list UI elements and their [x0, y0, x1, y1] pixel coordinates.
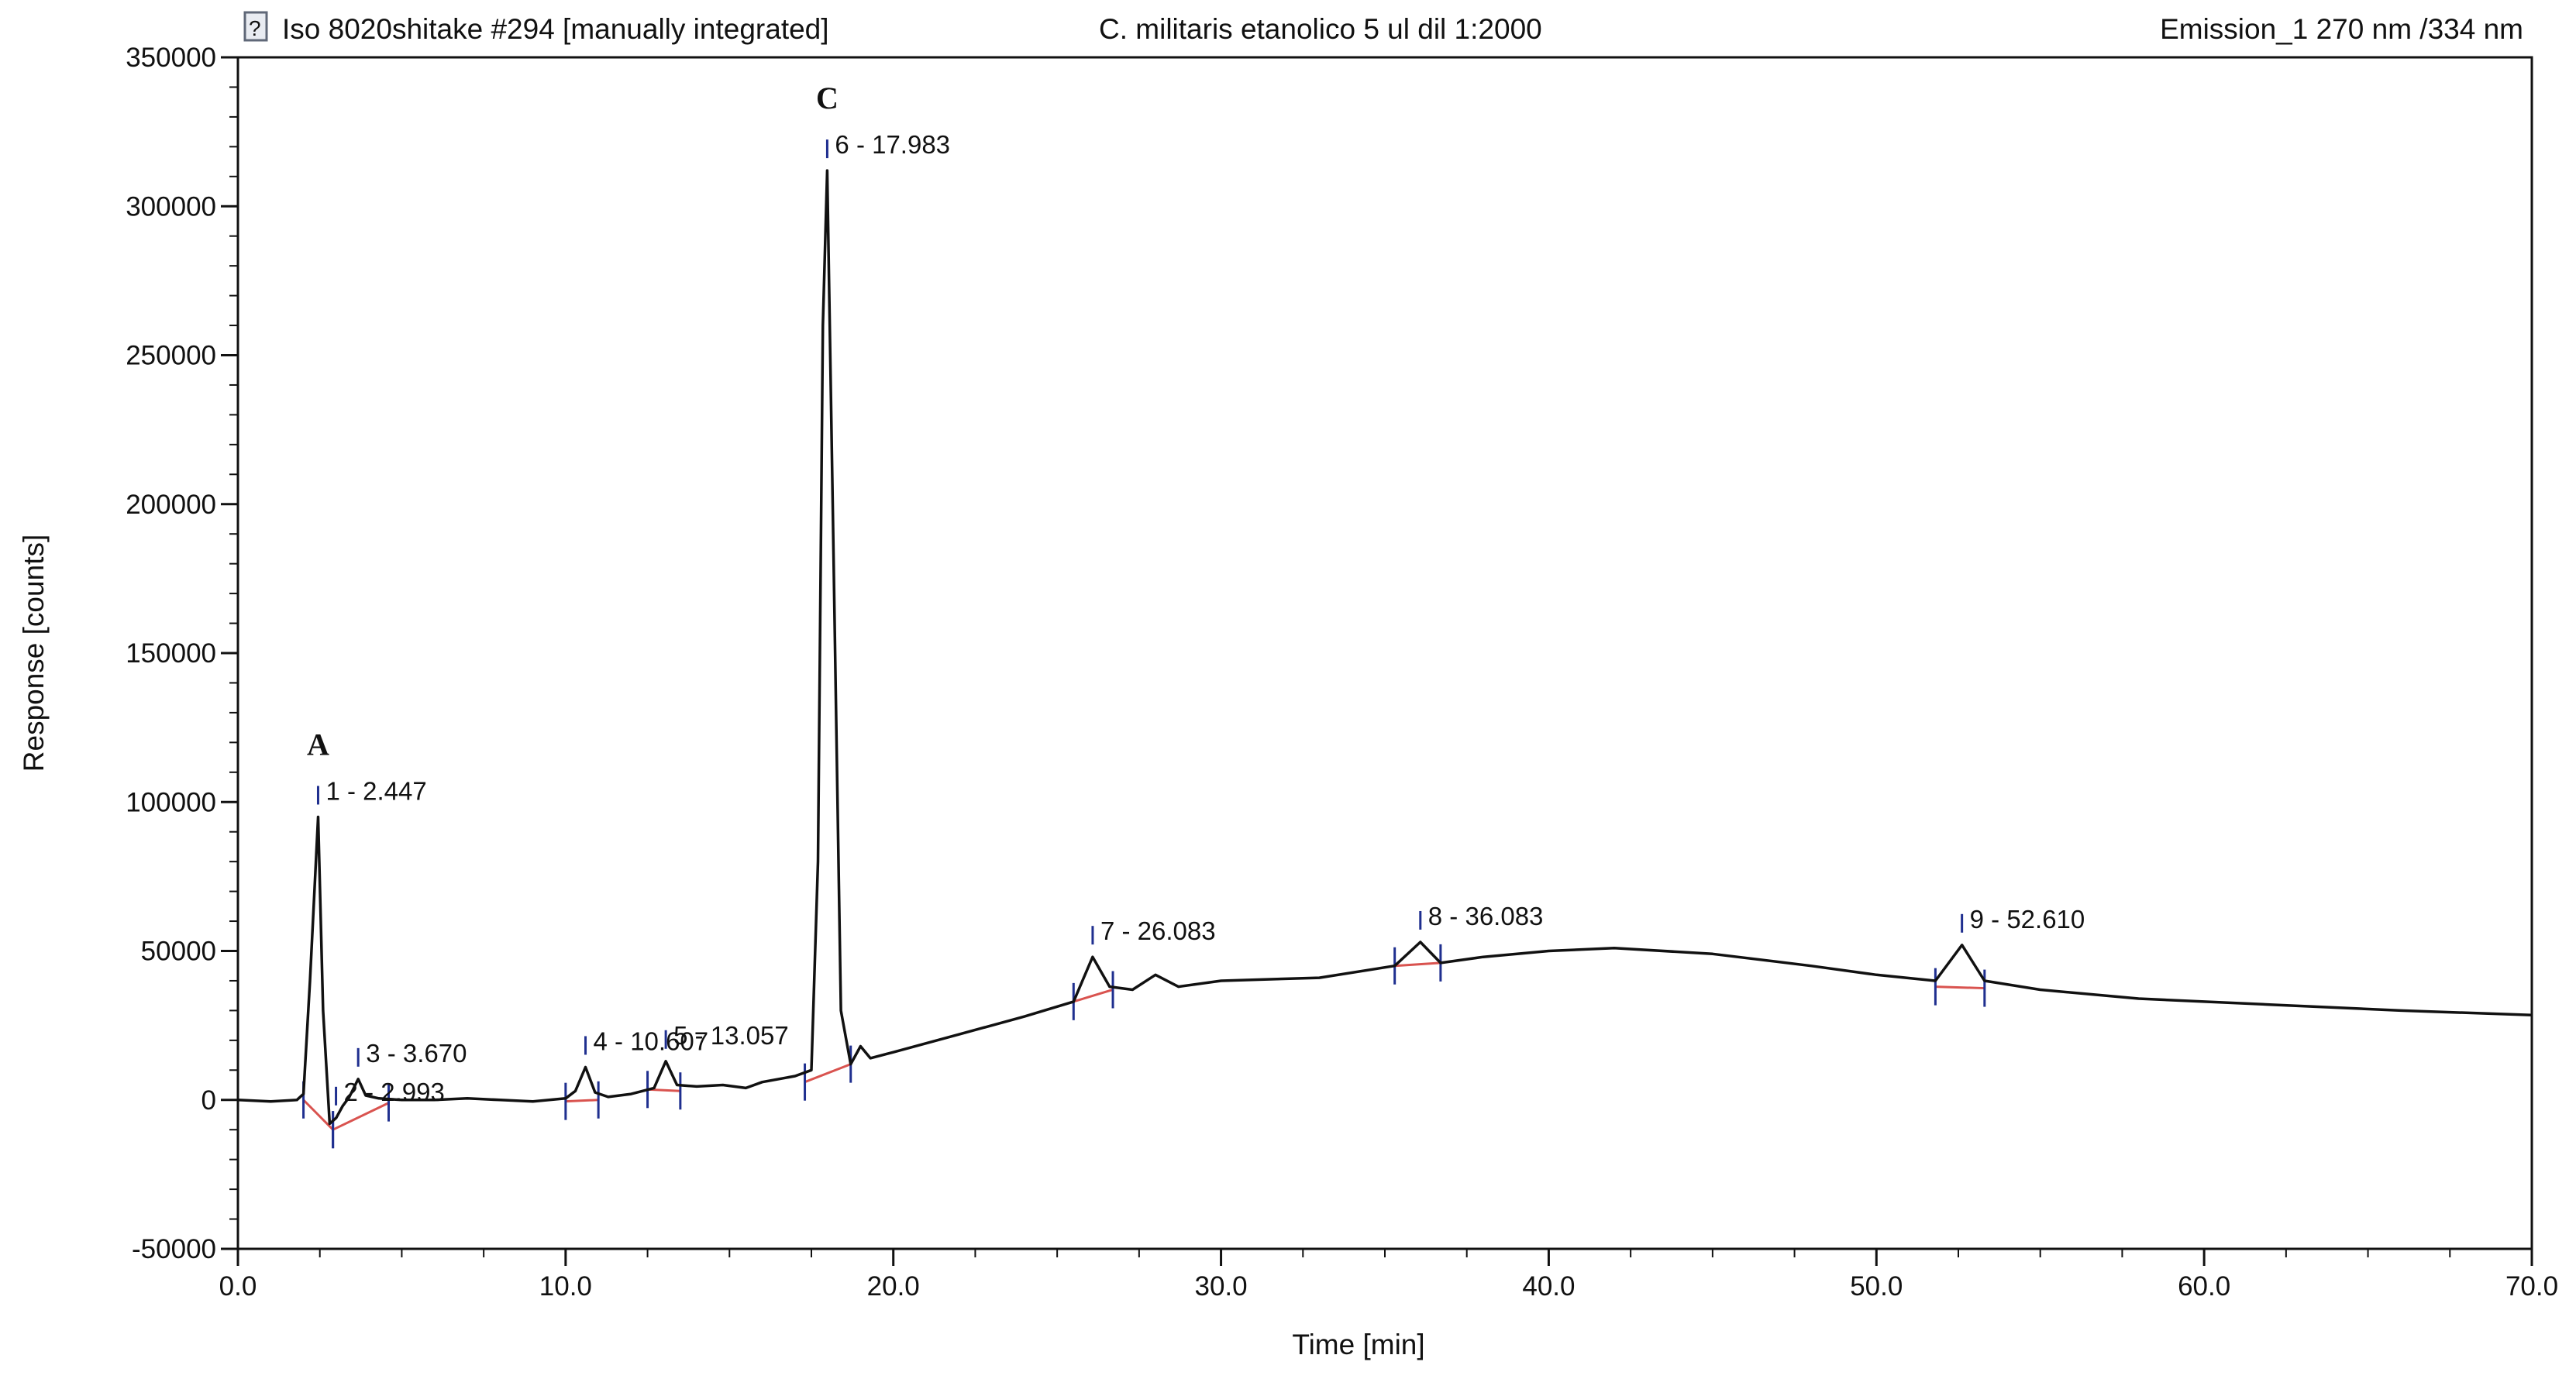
x-tick-label: 30.0	[1195, 1271, 1248, 1302]
peak-label: 9 - 52.610	[1970, 905, 2085, 934]
sample-description: C. militaris etanolico 5 ul dil 1:2000	[1099, 13, 1542, 45]
y-tick-label: 150000	[126, 638, 216, 669]
y-axis: -50000 0 50000 100000 150000 200000 250000 3000…	[126, 43, 238, 1264]
peak-letter: A	[307, 727, 329, 762]
integration-baseline	[1394, 961, 1441, 968]
x-tick-label: 60.0	[2178, 1271, 2230, 1302]
y-tick-label: -50000	[132, 1234, 216, 1264]
peak-label: 4 - 10.607	[594, 1027, 709, 1055]
x-axis: 0.0 10.0 20.0 30.0 40.0 50.0 60.0 70.0	[219, 1249, 2558, 1302]
detector-channel: Emission_1 270 nm /334 nm	[2160, 13, 2523, 45]
peak-label: 5 - 13.057	[673, 1021, 789, 1050]
chromatogram-trace	[237, 169, 2533, 1126]
x-tick-label: 70.0	[2505, 1271, 2558, 1302]
x-tick-label: 50.0	[1850, 1271, 1903, 1302]
y-tick-label: 250000	[126, 341, 216, 371]
integration-baseline	[1935, 985, 1985, 990]
integration-baseline	[647, 1088, 680, 1092]
integration-baseline	[1073, 989, 1114, 1003]
peak-letter: C	[816, 81, 839, 115]
x-axis-title: Time [min]	[1292, 1329, 1424, 1360]
y-tick-label: 300000	[126, 191, 216, 222]
y-tick-label: 350000	[126, 43, 216, 73]
plot-frame	[236, 56, 2533, 1250]
peak-label: 2 - 2.993	[344, 1078, 445, 1106]
peak-label: 1 - 2.447	[325, 776, 426, 805]
x-tick-label: 40.0	[1522, 1271, 1575, 1302]
peak-annotations: 1 - 2.447 A 2 - 2.993 3 - 3.670 4 - 10.6075 …	[307, 81, 2085, 1106]
svg-text:?: ?	[249, 16, 261, 40]
y-tick-label: 200000	[126, 490, 216, 520]
integration-baseline	[565, 1099, 599, 1103]
y-tick-label: 100000	[126, 787, 216, 817]
document-icon: ?	[243, 11, 268, 42]
y-tick-label: 50000	[141, 937, 216, 967]
chart-header: ? Iso 8020shitake #294 [manually integra…	[243, 11, 2523, 45]
peak-label: 3 - 3.670	[366, 1039, 467, 1068]
integration-baseline	[332, 1102, 390, 1131]
peak-label: 7 - 26.083	[1100, 916, 1216, 945]
x-tick-label: 0.0	[219, 1271, 257, 1302]
peak-label: 8 - 36.083	[1428, 902, 1544, 930]
x-tick-label: 10.0	[539, 1271, 592, 1302]
integration-baseline	[804, 1063, 852, 1084]
y-axis-title: Response [counts]	[18, 535, 50, 772]
sample-title: Iso 8020shitake #294 [manually integrate…	[282, 13, 829, 45]
y-tick-label: 0	[201, 1085, 216, 1116]
integration-baselines	[302, 944, 1986, 1149]
peak-label: 6 - 17.983	[835, 130, 950, 159]
integration-baseline	[302, 1099, 334, 1131]
x-tick-label: 20.0	[867, 1271, 920, 1302]
